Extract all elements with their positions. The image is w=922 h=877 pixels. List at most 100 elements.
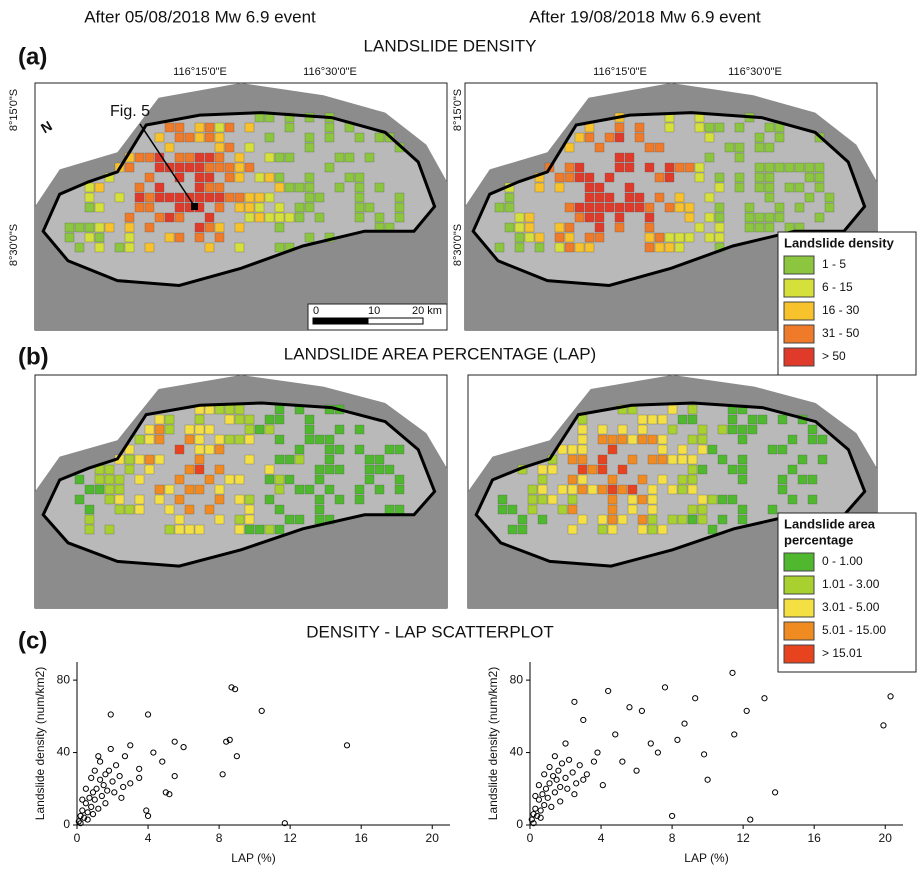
grid-cell: [714, 202, 725, 213]
point: [535, 782, 542, 789]
grid-cell: [704, 152, 715, 163]
grid-cell: [677, 414, 688, 425]
grid-cell: [647, 434, 658, 445]
grid-cell: [234, 474, 245, 485]
y-axis-label: Landslide density (num/km2): [33, 667, 47, 820]
point: [166, 791, 173, 798]
grid-cell: [714, 232, 725, 243]
grid-cell: [567, 484, 578, 495]
grid-cell: [597, 484, 608, 495]
point: [557, 783, 564, 791]
point: [79, 796, 86, 803]
grid-cell: [574, 212, 585, 223]
grid-cell: [697, 514, 708, 525]
grid-cell: [617, 514, 628, 525]
grid-cell: [284, 112, 295, 123]
grid-cell: [714, 182, 725, 193]
point: [612, 731, 619, 738]
grid-cell: [244, 434, 255, 445]
grid-cell: [154, 454, 165, 465]
grid-cell: [144, 222, 155, 233]
grid-cell: [114, 242, 125, 253]
grid-cell: [274, 484, 285, 495]
grid-cell: [84, 504, 95, 515]
grid-cell: [214, 182, 225, 193]
point: [534, 812, 541, 820]
grid-cell: [144, 454, 155, 465]
grid-cell: [687, 454, 698, 465]
grid-cell: [304, 232, 315, 243]
legend-swatch: [783, 575, 815, 595]
grid-cell: [584, 232, 595, 243]
grid-cell: [204, 242, 215, 253]
grid-cell: [674, 192, 685, 203]
grid-cell: [374, 182, 385, 193]
grid-cell: [274, 242, 285, 253]
grid-cell: [254, 172, 265, 183]
grid-cell: [717, 424, 728, 435]
point: [111, 789, 118, 796]
x-tick-label: 20: [879, 831, 893, 845]
grid-cell: [664, 122, 675, 133]
grid-cell: [104, 222, 115, 233]
grid-cell: [324, 484, 335, 495]
grid-cell: [124, 212, 135, 223]
grid-cell: [594, 192, 605, 203]
point: [549, 773, 557, 780]
grid-cell: [244, 524, 255, 535]
grid-cell: [794, 162, 805, 173]
point: [569, 769, 576, 776]
grid-cell: [504, 222, 515, 233]
grid-cell: [334, 424, 345, 435]
point: [704, 776, 711, 783]
x-tick-label: 8: [669, 831, 676, 845]
legend-title: Landslide area: [784, 516, 876, 531]
grid-cell: [577, 464, 588, 475]
column-header: After 19/08/2018 Mw 6.9 event: [529, 7, 761, 26]
grid-cell: [697, 434, 708, 445]
grid-cell: [134, 152, 145, 163]
grid-cell: [364, 152, 375, 163]
grid-cell: [214, 404, 225, 415]
grid-cell: [384, 444, 395, 455]
point: [104, 787, 111, 794]
point: [537, 814, 544, 821]
grid-cell: [577, 444, 588, 455]
point: [541, 771, 548, 778]
point: [532, 805, 539, 812]
longitude-label: 116°15'0"E: [593, 66, 647, 78]
scale-bar-box: [307, 303, 448, 331]
grid-cell: [677, 514, 688, 525]
grid-cell: [694, 222, 705, 233]
x-tick-label: 12: [736, 831, 750, 845]
grid-cell: [204, 192, 215, 203]
grid-cell: [264, 212, 275, 223]
grid-cell: [394, 192, 405, 203]
grid-cell: [597, 464, 608, 475]
grid-cell: [687, 514, 698, 525]
x-axis-label: LAP (%): [231, 851, 275, 865]
grid-cell: [124, 162, 135, 173]
grid-cell: [334, 444, 345, 455]
grid-cell: [607, 474, 618, 485]
point: [112, 762, 120, 769]
grid-cell: [204, 182, 215, 193]
grid-cell: [254, 112, 265, 123]
grid-cell: [754, 172, 765, 183]
legend-swatch: [783, 644, 815, 664]
grid-cell: [144, 152, 155, 163]
grid-cell: [274, 152, 285, 163]
point: [553, 776, 560, 783]
grid-cell: [324, 132, 335, 143]
grid-cell: [644, 202, 655, 213]
grid-cell: [564, 202, 575, 213]
grid-cell: [764, 222, 775, 233]
grid-cell: [737, 464, 748, 475]
grid-cell: [194, 172, 205, 183]
grid-cell: [594, 142, 605, 153]
grid-cell: [244, 192, 255, 203]
grid-cell: [804, 162, 815, 173]
grid-cell: [644, 142, 655, 153]
point: [98, 792, 105, 800]
grid-cell: [354, 212, 365, 223]
